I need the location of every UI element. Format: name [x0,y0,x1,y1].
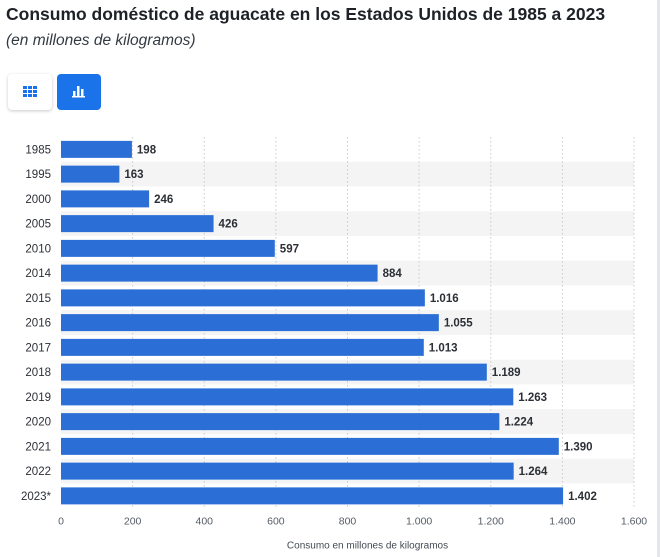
x-tick-label: 1.000 [406,515,432,527]
bar-value-label: 1.402 [568,491,597,503]
x-tick-label: 1.600 [621,515,647,527]
x-tick-label: 200 [124,515,142,527]
bar-value-label: 1.013 [429,342,458,354]
y-category-label: 2021 [25,441,51,453]
bar-value-label: 1.055 [444,318,473,330]
bar [61,413,500,431]
y-category-label: 1985 [25,144,51,156]
bar-value-label: 426 [219,219,238,231]
y-category-label: 2022 [25,466,51,478]
y-category-label: 2016 [25,318,51,330]
bar [61,388,514,406]
scrollbar-edge [657,0,660,557]
y-category-label: 2010 [25,243,51,255]
bar [61,462,514,480]
bar-value-label: 1.390 [564,441,593,453]
x-axis-title: Consumo en millones de kilogramos [287,540,448,551]
bar [61,289,425,307]
bar-value-label: 163 [124,169,143,181]
bar-value-label: 1.263 [518,392,547,404]
y-category-label: 2018 [25,367,51,379]
x-tick-label: 1.200 [478,515,504,527]
bar [61,314,439,332]
bar-value-label: 246 [154,194,173,206]
x-tick-label: 600 [267,515,285,527]
bar-chart: 0 200 400 600 800 1.000 1.200 1.400 1.600 1985 198… [21,137,647,551]
table-view-button[interactable] [8,74,52,110]
y-category-label: 2019 [25,392,51,404]
bar-value-label: 597 [280,243,299,255]
y-category-label: 2000 [25,194,51,206]
bar-value-label: 1.224 [504,417,533,429]
x-tick-label: 400 [195,515,213,527]
bar [61,338,424,356]
x-tick-label: 1.400 [549,515,575,527]
bar [61,239,275,257]
bar-value-label: 1.016 [430,293,459,305]
bar [61,487,564,505]
y-category-label: 1995 [25,169,51,181]
y-category-label: 2017 [25,342,51,354]
chart-subtitle: (en millones de kilogramos) [6,32,196,49]
bar-value-label: 1.264 [519,466,548,478]
y-category-label: 2014 [25,268,51,280]
bar [61,437,559,455]
chart-title: Consumo doméstico de aguacate en los Est… [6,4,606,24]
y-category-label: 2020 [25,417,51,429]
bar-chart-icon [72,86,85,98]
bar [61,215,214,233]
x-tick-label: 0 [58,515,64,527]
bar [61,165,120,183]
bar-value-label: 1.189 [492,367,521,379]
bar [61,140,132,158]
bar-value-label: 198 [137,144,157,156]
y-category-label: 2015 [25,293,51,305]
bar [61,190,150,208]
y-category-label: 2023* [21,491,52,503]
bar [61,264,378,282]
y-category-label: 2005 [25,219,51,231]
chart-view-button[interactable] [57,74,101,110]
grid-icon [23,86,37,97]
bar-value-label: 884 [383,268,403,280]
x-tick-label: 800 [339,515,357,527]
bar [61,363,487,381]
